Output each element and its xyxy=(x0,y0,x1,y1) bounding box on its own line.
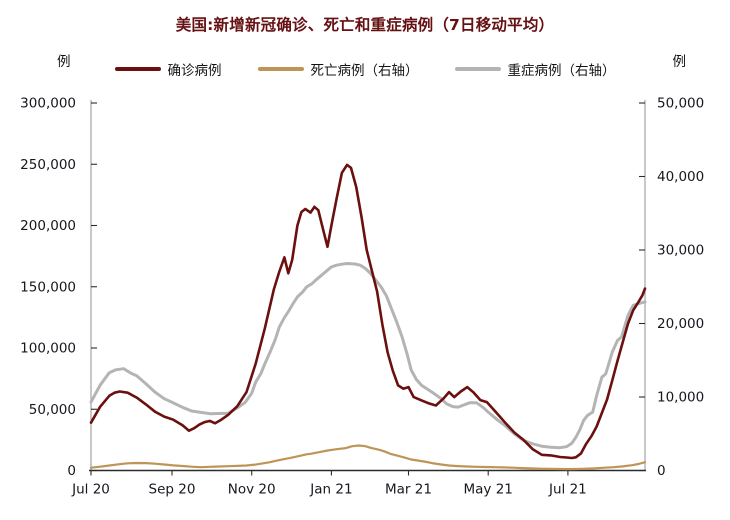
y-right-tick-label: 10,000 xyxy=(657,390,704,406)
y-right-tick-label: 40,000 xyxy=(657,169,704,185)
right-axis-unit: 例 xyxy=(672,54,687,70)
legend: 确诊病例 死亡病例（右轴） 重症病例（右轴） xyxy=(30,59,700,79)
x-tick-label: Jul 20 xyxy=(71,482,110,498)
y-left-tick-label: 200,000 xyxy=(20,218,76,234)
legend-item-deaths: 死亡病例（右轴） xyxy=(257,59,419,79)
y-left-tick-label: 150,000 xyxy=(20,279,76,295)
y-left-tick-label: 250,000 xyxy=(20,157,76,173)
y-right-tick-label: 20,000 xyxy=(657,316,704,332)
x-tick-label: Nov 20 xyxy=(228,482,276,498)
y-right-tick-label: 50,000 xyxy=(657,96,704,112)
y-left-tick-label: 50,000 xyxy=(29,402,76,418)
y-left-tick-label: 0 xyxy=(67,463,76,479)
x-tick-label: Jan 21 xyxy=(309,482,352,498)
y-left-tick-label: 100,000 xyxy=(20,341,76,357)
legend-label-severe: 重症病例（右轴） xyxy=(507,63,616,79)
y-left-tick-label: 300,000 xyxy=(20,96,76,112)
legend-label-confirmed: 确诊病例 xyxy=(167,63,222,79)
y-right-tick-label: 0 xyxy=(657,463,666,479)
legend-label-deaths: 死亡病例（右轴） xyxy=(310,63,419,79)
series-line-1 xyxy=(89,444,647,471)
x-tick-label: Sep 20 xyxy=(149,482,196,498)
severe-line-swatch xyxy=(454,67,501,71)
deaths-line-swatch xyxy=(257,67,304,71)
y-right-tick-label: 30,000 xyxy=(657,243,704,259)
series-line-0 xyxy=(89,163,647,460)
x-tick-label: Jul 21 xyxy=(548,482,587,498)
legend-item-confirmed: 确诊病例 xyxy=(114,59,222,79)
chart-title: 美国:新增新冠确诊、死亡和重症病例（7日移动平均） xyxy=(175,16,555,34)
confirmed-line-swatch xyxy=(114,67,161,71)
legend-item-severe: 重症病例（右轴） xyxy=(454,59,616,79)
series-line-2 xyxy=(89,262,647,450)
x-tick-label: Mar 21 xyxy=(385,482,432,498)
x-tick-label: May 21 xyxy=(464,482,513,498)
left-axis-unit: 例 xyxy=(57,54,71,70)
